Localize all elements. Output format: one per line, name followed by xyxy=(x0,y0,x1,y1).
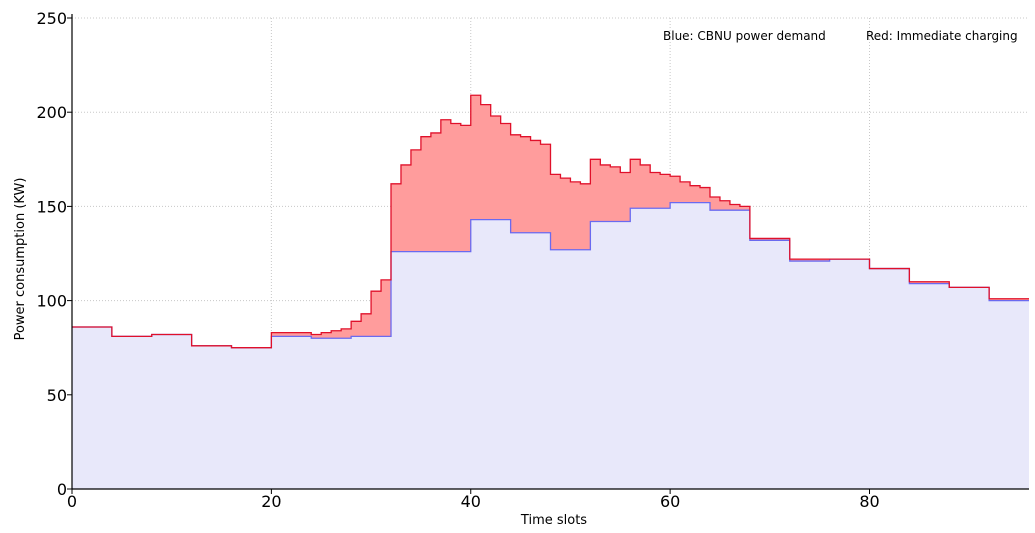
blue-series-fill xyxy=(72,202,1029,489)
x-tick-label: 80 xyxy=(859,492,879,511)
x-tick-label: 20 xyxy=(261,492,281,511)
x-tick-label: 0 xyxy=(67,492,77,511)
y-tick-label: 0 xyxy=(57,480,67,499)
x-axis-label: Time slots xyxy=(520,513,587,528)
legend-blue-label: Blue: CBNU power demand xyxy=(663,29,826,43)
red-series-line xyxy=(72,94,1029,349)
x-tick-label: 60 xyxy=(660,492,680,511)
y-tick-label: 200 xyxy=(36,103,67,122)
x-tick-label: 40 xyxy=(461,492,481,511)
y-tick-label: 150 xyxy=(36,197,67,216)
legend-red-label: Red: Immediate charging xyxy=(866,29,1018,43)
y-axis-label: Power consumption (KW) xyxy=(13,178,28,341)
tick-labels: 0 20 40 60 80 0 50 100 150 200 250 xyxy=(36,9,879,511)
series-areas xyxy=(72,94,1029,490)
y-tick-label: 100 xyxy=(36,292,67,311)
y-tick-label: 250 xyxy=(36,9,67,28)
y-tick-label: 50 xyxy=(47,386,67,405)
